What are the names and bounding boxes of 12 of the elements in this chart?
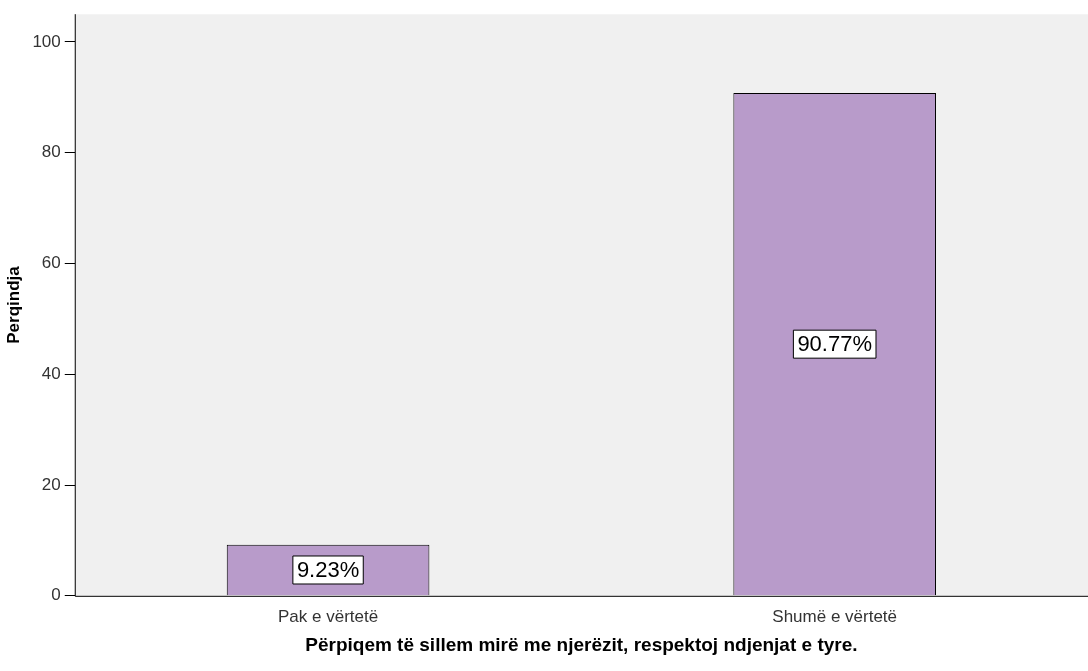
x-tick-label: Shumë e vërtetë bbox=[772, 606, 898, 626]
data-label: 9.23% bbox=[296, 557, 360, 583]
data-label: 90.77% bbox=[797, 331, 872, 357]
y-axis-title: Perqindja bbox=[3, 265, 23, 344]
y-tick-label: 40 bbox=[41, 363, 61, 383]
y-tick-label: 20 bbox=[41, 474, 61, 494]
x-axis-title: Përpiqem të sillem mirë me njerëzit, respektoj ndjenjat e tyre. bbox=[305, 633, 858, 655]
y-tick-label: 0 bbox=[51, 585, 61, 605]
y-tick-label: 100 bbox=[32, 31, 61, 51]
y-tick-label: 80 bbox=[41, 142, 61, 162]
y-tick-label: 60 bbox=[41, 253, 61, 273]
x-tick-label: Pak e vërtetë bbox=[277, 606, 379, 626]
